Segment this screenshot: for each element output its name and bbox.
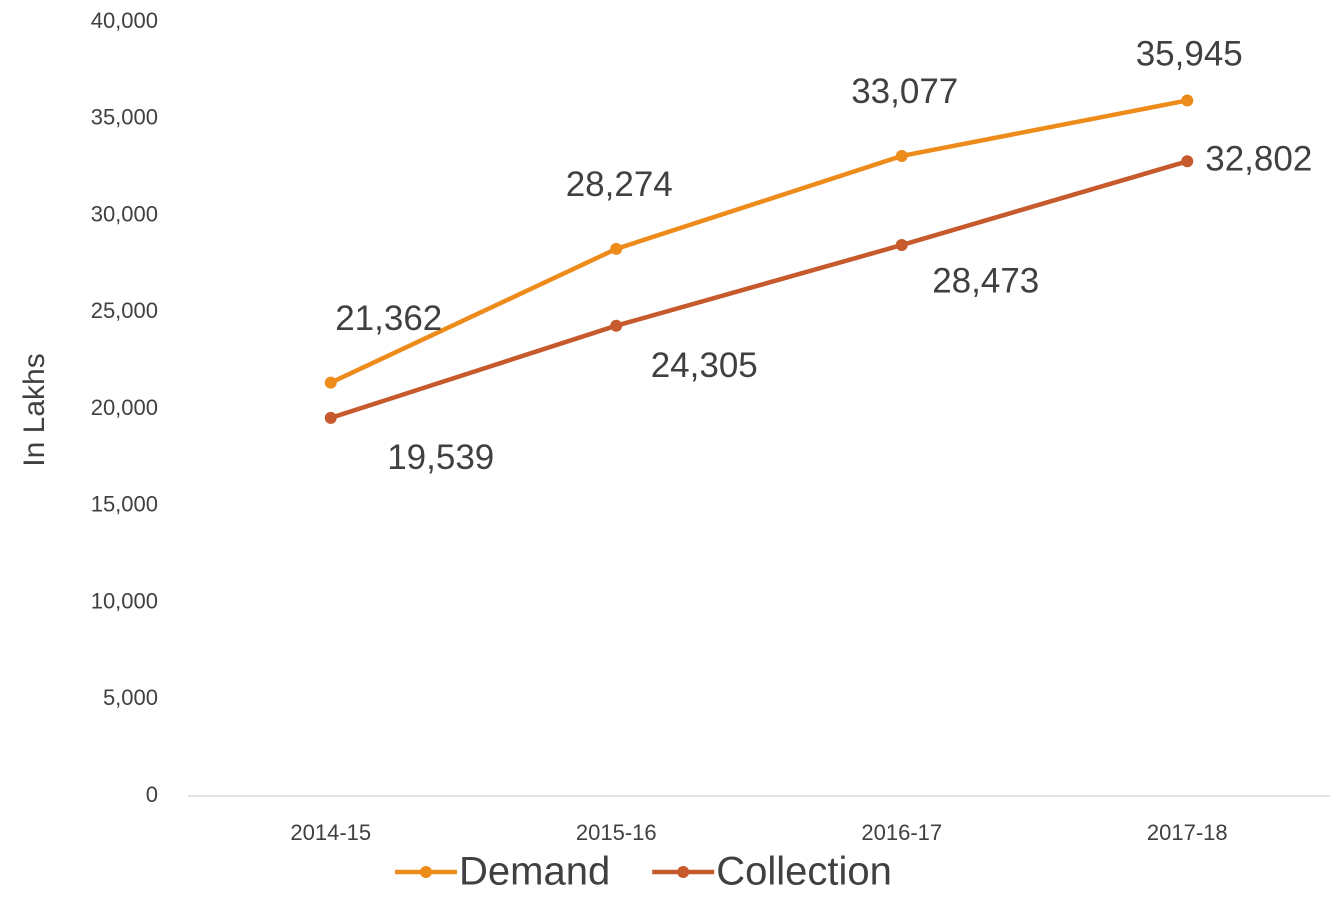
data-label: 28,473 — [932, 261, 1039, 300]
data-label: 28,274 — [566, 165, 673, 204]
line — [329, 98, 1188, 385]
y-tick-label: 0 — [146, 782, 158, 807]
marker — [895, 149, 908, 162]
y-tick-label: 35,000 — [91, 105, 158, 130]
marker — [1181, 155, 1194, 168]
marker — [324, 376, 337, 389]
data-label: 21,362 — [335, 299, 442, 338]
data-label: 35,945 — [1136, 35, 1243, 74]
legend-marker — [677, 866, 690, 878]
y-axis-label: In Lakhs — [18, 353, 51, 466]
legend-label: Demand — [459, 850, 610, 894]
y-tick-label: 15,000 — [91, 492, 158, 517]
x-tick-label: 2017-18 — [1147, 820, 1228, 845]
data-label: 19,539 — [387, 438, 494, 477]
y-tick-label: 5,000 — [103, 685, 158, 710]
y-tick-label: 40,000 — [91, 8, 158, 33]
data-label: 33,077 — [851, 72, 958, 111]
x-tick-label: 2016-17 — [861, 820, 942, 845]
y-tick-label: 20,000 — [91, 395, 158, 420]
data-label: 32,802 — [1205, 140, 1312, 179]
marker — [1181, 94, 1194, 107]
marker — [895, 239, 908, 252]
y-tick-label: 25,000 — [91, 298, 158, 323]
marker — [610, 242, 623, 255]
legend-marker — [420, 866, 432, 878]
x-tick-label: 2015-16 — [576, 820, 657, 845]
marker — [610, 319, 623, 332]
x-tick-label: 2014-15 — [290, 820, 371, 845]
y-tick-label: 10,000 — [91, 588, 158, 613]
legend-label: Collection — [716, 850, 892, 894]
line — [330, 159, 1188, 421]
marker — [324, 411, 337, 424]
data-label: 24,305 — [651, 346, 758, 385]
y-tick-label: 30,000 — [91, 201, 158, 226]
